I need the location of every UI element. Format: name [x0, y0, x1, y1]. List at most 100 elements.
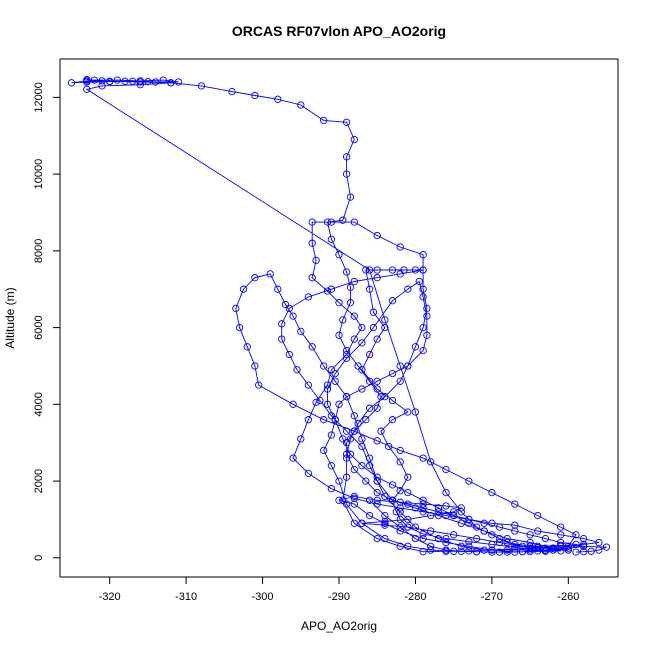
data-point	[488, 546, 496, 554]
data-point	[381, 521, 389, 529]
data-point	[369, 323, 378, 332]
data-point	[411, 534, 420, 543]
data-point	[98, 82, 106, 90]
data-point	[503, 548, 511, 556]
data-point	[289, 312, 297, 320]
data-point	[293, 366, 301, 374]
data-point	[304, 293, 313, 301]
data-point	[350, 494, 358, 502]
data-point	[534, 527, 542, 535]
data-point	[572, 531, 580, 539]
data-point	[350, 135, 358, 144]
data-point	[534, 547, 542, 555]
data-point	[564, 546, 572, 554]
data-point	[511, 527, 519, 535]
data-point	[419, 346, 427, 355]
data-point	[358, 366, 366, 374]
data-point	[377, 427, 385, 435]
data-point	[335, 477, 343, 485]
data-point	[323, 385, 332, 393]
data-point	[419, 285, 427, 293]
data-point	[342, 346, 351, 355]
data-point	[365, 377, 374, 385]
data-point	[151, 78, 160, 86]
data-point	[442, 534, 450, 543]
data-point	[595, 538, 603, 547]
data-point	[373, 488, 381, 497]
data-point	[335, 251, 343, 259]
data-point	[381, 393, 389, 401]
data-point	[342, 454, 351, 462]
data-point	[404, 285, 412, 293]
data-point	[450, 531, 458, 539]
data-point	[339, 316, 347, 324]
data-point	[381, 316, 389, 324]
data-point	[251, 362, 259, 370]
data-point	[121, 77, 129, 85]
data-point	[289, 454, 297, 462]
data-point	[404, 500, 412, 508]
data-point	[419, 266, 427, 274]
data-point	[557, 542, 565, 550]
data-point	[365, 454, 374, 462]
data-point	[388, 396, 397, 405]
data-point	[419, 496, 427, 504]
data-point	[320, 362, 328, 370]
data-point	[579, 534, 588, 543]
data-point	[495, 538, 504, 547]
data-point	[511, 540, 519, 549]
y-tick-label: 0	[33, 555, 45, 561]
data-point	[457, 542, 465, 550]
data-point	[350, 500, 358, 508]
data-point	[98, 77, 106, 85]
data-point	[320, 416, 328, 424]
data-point	[373, 231, 381, 240]
data-point	[304, 381, 313, 389]
data-point	[327, 285, 336, 293]
data-point	[419, 508, 427, 516]
data-point	[316, 396, 324, 405]
data-point	[579, 548, 588, 556]
x-tick-label: -300	[252, 591, 274, 603]
data-point	[427, 511, 435, 520]
x-tick-label: -270	[481, 591, 503, 603]
data-point	[434, 504, 443, 512]
data-point	[320, 446, 328, 455]
data-point	[251, 274, 259, 282]
y-tick-label: 12000	[33, 82, 45, 113]
data-point	[90, 76, 99, 84]
data-point	[167, 79, 175, 87]
data-point	[358, 519, 366, 527]
data-point	[564, 544, 572, 552]
data-point	[297, 327, 305, 336]
x-axis: -320 -310 -300 -290 -280 -270 -260	[99, 576, 579, 603]
data-point	[442, 465, 450, 474]
data-point	[350, 335, 358, 343]
data-point	[388, 496, 397, 504]
data-point	[362, 266, 370, 274]
data-point	[396, 446, 404, 455]
data-point	[327, 462, 336, 470]
data-point	[373, 437, 381, 445]
data-point	[411, 343, 420, 351]
data-point	[358, 435, 366, 443]
data-point	[342, 354, 351, 362]
data-point	[457, 519, 465, 527]
x-axis-label: APO_AO2orig	[301, 619, 377, 633]
data-point	[396, 362, 404, 370]
data-point	[419, 548, 427, 556]
data-point	[526, 542, 534, 550]
data-point	[419, 251, 427, 259]
data-point	[354, 362, 362, 370]
data-point	[579, 542, 588, 550]
data-point	[595, 546, 603, 554]
data-point	[404, 488, 412, 497]
data-point	[541, 534, 550, 543]
data-point	[346, 193, 355, 201]
data-point	[511, 548, 519, 556]
data-point	[465, 519, 473, 527]
data-point	[419, 504, 427, 512]
data-point	[358, 385, 366, 393]
data-point	[419, 534, 427, 543]
data-point	[427, 546, 435, 554]
